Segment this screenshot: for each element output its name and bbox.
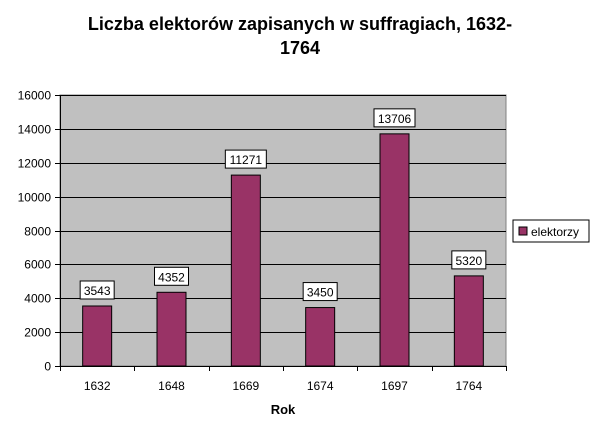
data-label-text: 13706	[378, 112, 412, 126]
plot-area	[59, 94, 507, 367]
data-label-box	[451, 250, 487, 270]
y-tick-label: 16000	[18, 89, 52, 103]
y-axis-ticks: 0 2000 4000 6000 8000 10000 12000 14000 16000	[18, 89, 506, 374]
x-tick-label: 1632	[84, 379, 111, 393]
data-label-text: 4352	[158, 270, 185, 284]
y-tick-label: 14000	[18, 123, 52, 137]
data-label-box	[154, 266, 189, 286]
data-label: 13706	[373, 108, 416, 128]
x-axis-label: Rok	[271, 402, 296, 417]
y-tick-label: 4000	[24, 292, 51, 306]
bar	[156, 291, 187, 367]
y-tick-label: 6000	[24, 258, 51, 272]
y-tick-label: 2000	[24, 326, 51, 340]
bar	[82, 305, 113, 367]
bars	[82, 133, 484, 367]
x-tick-label: 1764	[455, 379, 482, 393]
data-label-box	[373, 108, 416, 128]
legend-box	[512, 219, 590, 243]
y-tick-label: 0	[44, 360, 51, 374]
gridlines	[60, 95, 506, 333]
data-label-box	[79, 280, 115, 300]
legend-entry: elektorzy	[531, 225, 579, 239]
data-label-box	[224, 149, 267, 169]
chart-title: Liczba elektorów zapisanych w suffragiac…	[87, 14, 513, 58]
y-tick-label: 12000	[18, 157, 52, 171]
x-tick-label: 1648	[158, 379, 185, 393]
data-label: 3543	[79, 280, 115, 300]
data-label: 11271	[224, 149, 267, 169]
data-label: 4352	[154, 266, 189, 286]
data-label-box	[302, 282, 338, 302]
x-tick-label: 1669	[232, 379, 259, 393]
bar	[305, 307, 336, 367]
data-label: 5320	[451, 250, 487, 270]
data-label: 3450	[302, 282, 338, 302]
data-label-text: 5320	[455, 254, 482, 268]
x-tick-label: 1697	[381, 379, 408, 393]
data-label-text: 3450	[307, 286, 334, 300]
data-label-text: 11271	[230, 153, 263, 167]
x-axis-ticks: 1632 1648 1669 1674 1697 1764	[60, 366, 507, 393]
legend-swatch	[518, 226, 528, 236]
bar	[230, 174, 261, 367]
data-label-text: 3543	[84, 284, 111, 298]
x-tick-label: 1674	[307, 379, 334, 393]
data-labels: 3543 4352 11271 3450 13706 5320	[79, 108, 487, 302]
bar	[379, 133, 410, 367]
legend: elektorzy	[512, 219, 590, 243]
y-tick-label: 8000	[24, 225, 51, 239]
bar	[453, 275, 484, 367]
y-tick-label: 10000	[18, 191, 52, 205]
